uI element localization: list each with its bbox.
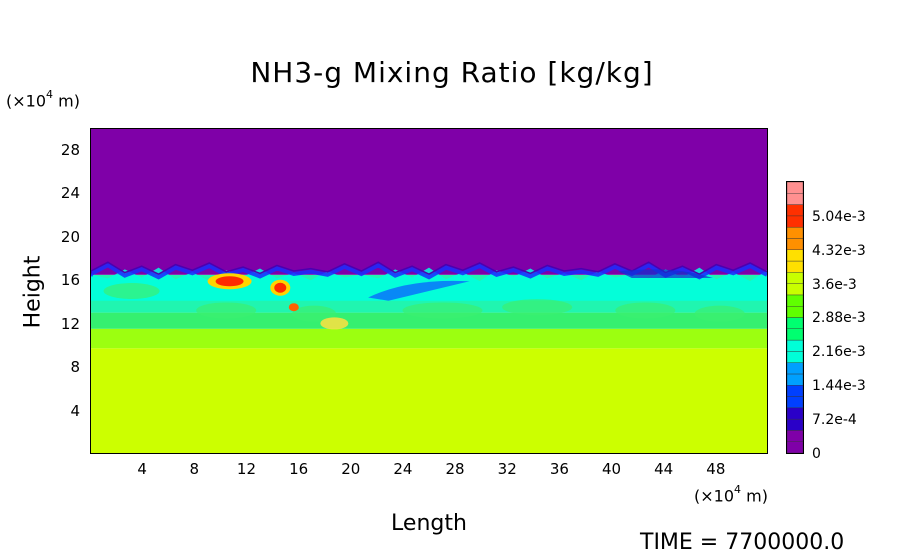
- heatmap-layer-2: [91, 312, 767, 329]
- heatmap-green-patch-4: [502, 299, 573, 316]
- heatmap-green-patch-6: [694, 305, 745, 322]
- chart-title: NH3-g Mixing Ratio [kg/kg]: [250, 56, 654, 89]
- colorbar-segment: [786, 441, 804, 454]
- x-tick-label: 32: [497, 460, 517, 478]
- colorbar-segment: [786, 193, 804, 205]
- heatmap-hotspot-orange-c: [288, 303, 299, 312]
- heatmap-hotspot-red-b: [274, 282, 287, 293]
- x-tick-label: 28: [445, 460, 465, 478]
- x-tick-label: 36: [549, 460, 569, 478]
- colorbar-segment: [786, 215, 804, 228]
- heatmap-yellow-plume: [320, 317, 349, 330]
- heatmap-green-patch-3: [402, 302, 483, 319]
- colorbar-segment: [786, 362, 804, 375]
- colorbar-tick-label: 7.2e-4: [812, 412, 857, 429]
- y-tick-label: 28: [60, 140, 80, 159]
- x-tick-label: 8: [189, 460, 200, 478]
- x-tick-label: 48: [706, 460, 726, 478]
- colorbar-segment: [786, 260, 804, 273]
- x-tick-label: 12: [236, 460, 256, 478]
- colorbar-tick-label: 5.04e-3: [812, 208, 866, 225]
- x-tick-label: 20: [341, 460, 361, 478]
- colorbar-segment: [786, 430, 804, 442]
- y-tick-label: 8: [70, 358, 80, 377]
- colorbar-segment: [786, 339, 804, 352]
- heatmap-blue-tongue: [368, 280, 470, 301]
- heatmap-green-patch-0: [103, 283, 160, 299]
- colorbar-segment: [786, 283, 804, 296]
- colorbar-segment: [786, 385, 804, 397]
- x-tick-label: 24: [393, 460, 413, 478]
- x-tick-label: 40: [601, 460, 622, 478]
- colorbar-segment: [786, 306, 804, 318]
- colorbar-segment: [786, 226, 804, 239]
- heatmap-layer-0: [91, 348, 767, 453]
- x-axis-label: Length: [391, 511, 467, 536]
- heatmap-green-patch-5: [615, 302, 676, 319]
- colorbar-tick-label: 2.88e-3: [812, 310, 866, 327]
- colorbar-svg: [786, 181, 804, 454]
- colorbar-segment: [786, 317, 804, 329]
- heatmap-layer-1: [91, 328, 767, 349]
- y-tick-label: 16: [60, 271, 80, 290]
- heatmap-layer-4: [91, 129, 767, 275]
- colorbar-segment: [786, 328, 804, 341]
- colorbar-tick-label: 0: [812, 446, 821, 462]
- colorbar-tick-label: 1.44e-3: [812, 378, 866, 395]
- colorbar-segment: [786, 249, 804, 262]
- colorbar-segment: [786, 181, 804, 194]
- y-tick-label: 20: [60, 227, 80, 246]
- colorbar-segment: [786, 351, 804, 363]
- y-tick-label: 12: [60, 314, 80, 333]
- colorbar-segment: [786, 396, 804, 409]
- x-tick-label: 16: [289, 460, 309, 478]
- heatmap-hotspot-red-a: [215, 276, 244, 287]
- colorbar-tick-label: 2.16e-3: [812, 344, 866, 361]
- x-tick-label: 4: [137, 460, 147, 478]
- x-axis-unit: (×104 m): [694, 483, 768, 506]
- y-tick-label: 24: [60, 184, 80, 203]
- heatmap-green-patch-1: [196, 302, 257, 319]
- heatmap-plot-area: [90, 128, 768, 454]
- colorbar-segment: [786, 204, 804, 217]
- heatmap-svg: [91, 129, 767, 453]
- colorbar-segment: [786, 418, 804, 431]
- colorbar-tick-label: 3.6e-3: [812, 276, 857, 293]
- colorbar: [786, 181, 804, 454]
- time-annotation: TIME = 7700000.0: [640, 530, 845, 555]
- heatmap-green-patch-2: [292, 305, 337, 322]
- colorbar-segment: [786, 238, 804, 250]
- heatmap-cloud-edge: [91, 262, 767, 280]
- heatmap-cloud-edge-dark: [91, 261, 767, 276]
- colorbar-segment: [786, 407, 804, 420]
- colorbar-tick-label: 4.32e-3: [812, 242, 866, 259]
- heatmap-blue-streak: [618, 269, 713, 279]
- x-tick-label: 44: [654, 460, 674, 478]
- y-axis-unit: (×104 m): [6, 88, 80, 111]
- colorbar-segment: [786, 272, 804, 284]
- y-tick-label: 4: [70, 401, 80, 420]
- colorbar-segment: [786, 373, 804, 386]
- colorbar-segment: [786, 294, 804, 307]
